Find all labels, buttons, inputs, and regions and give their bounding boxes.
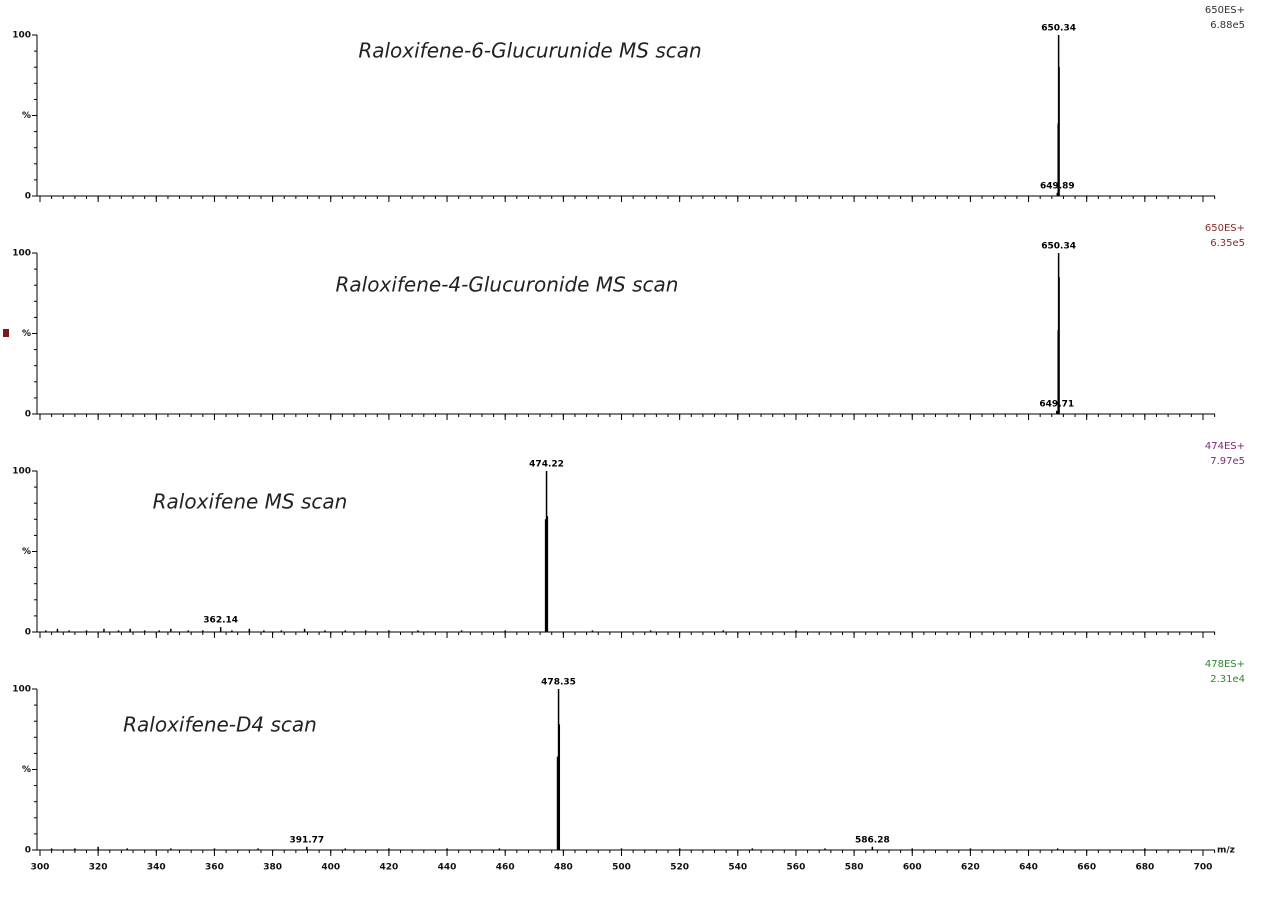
x-tick-label: 600 <box>903 863 922 873</box>
x-tick-label: 660 <box>1077 863 1096 873</box>
scan-function: 478ES+ <box>1205 659 1245 670</box>
intensity: 2.31e4 <box>1210 674 1245 685</box>
y-tick-label: 100 <box>12 685 31 695</box>
y-tick-label: 0 <box>25 628 31 638</box>
intensity: 6.35e5 <box>1210 238 1245 249</box>
x-tick-label: 540 <box>728 863 747 873</box>
x-tick-label: 340 <box>147 863 166 873</box>
x-tick-label: 400 <box>321 863 340 873</box>
scan-function: 650ES+ <box>1205 5 1245 16</box>
peak-label: 478.35 <box>541 678 576 688</box>
y-tick-label: % <box>22 547 31 557</box>
peak-label: 649.89 <box>1040 181 1075 191</box>
y-tick-label: 100 <box>12 31 31 41</box>
y-tick-label: 100 <box>12 249 31 259</box>
intensity: 6.88e5 <box>1210 20 1245 31</box>
y-tick-label: % <box>22 111 31 121</box>
x-tick-label: 380 <box>263 863 282 873</box>
chart-title: Raloxifene-6-Glucurunide MS scan <box>358 39 701 63</box>
x-tick-label: 360 <box>205 863 224 873</box>
y-tick-label: 0 <box>25 410 31 420</box>
x-tick-label: 440 <box>438 863 457 873</box>
y-tick-label: 0 <box>25 846 31 856</box>
peak-label: 362.14 <box>203 616 238 626</box>
x-tick-label: 520 <box>670 863 689 873</box>
scan-function: 650ES+ <box>1205 223 1245 234</box>
peak-label: 650.34 <box>1041 242 1076 252</box>
x-tick-label: 700 <box>1194 863 1213 873</box>
intensity: 7.97e5 <box>1210 456 1245 467</box>
x-tick-label: 420 <box>380 863 399 873</box>
x-tick-label: 580 <box>845 863 864 873</box>
chart-title: Raloxifene-D4 scan <box>123 713 317 737</box>
chart-title: Raloxifene MS scan <box>153 490 348 514</box>
peak-label: 650.34 <box>1041 24 1076 34</box>
peak-label: 474.22 <box>529 460 564 470</box>
x-tick-label: 480 <box>554 863 573 873</box>
y-tick-label: % <box>22 765 31 775</box>
chart-title: Raloxifene-4-Glucuronide MS scan <box>336 273 679 297</box>
x-tick-label: 320 <box>89 863 108 873</box>
x-tick-label: 640 <box>1019 863 1038 873</box>
x-tick-label: 300 <box>31 863 50 873</box>
x-axis-label: m/z <box>1217 846 1235 856</box>
x-tick-label: 560 <box>787 863 806 873</box>
peak-label: 391.77 <box>289 835 324 845</box>
peak-label: 649.71 <box>1039 399 1074 409</box>
scan-function: 474ES+ <box>1205 441 1245 452</box>
marker <box>3 329 9 337</box>
x-tick-label: 680 <box>1135 863 1154 873</box>
x-tick-label: 460 <box>496 863 515 873</box>
y-tick-label: % <box>22 329 31 339</box>
y-tick-label: 100 <box>12 467 31 477</box>
y-tick-label: 0 <box>25 192 31 202</box>
x-tick-label: 500 <box>612 863 631 873</box>
x-tick-label: 620 <box>961 863 980 873</box>
peak-label: 586.28 <box>855 835 890 845</box>
